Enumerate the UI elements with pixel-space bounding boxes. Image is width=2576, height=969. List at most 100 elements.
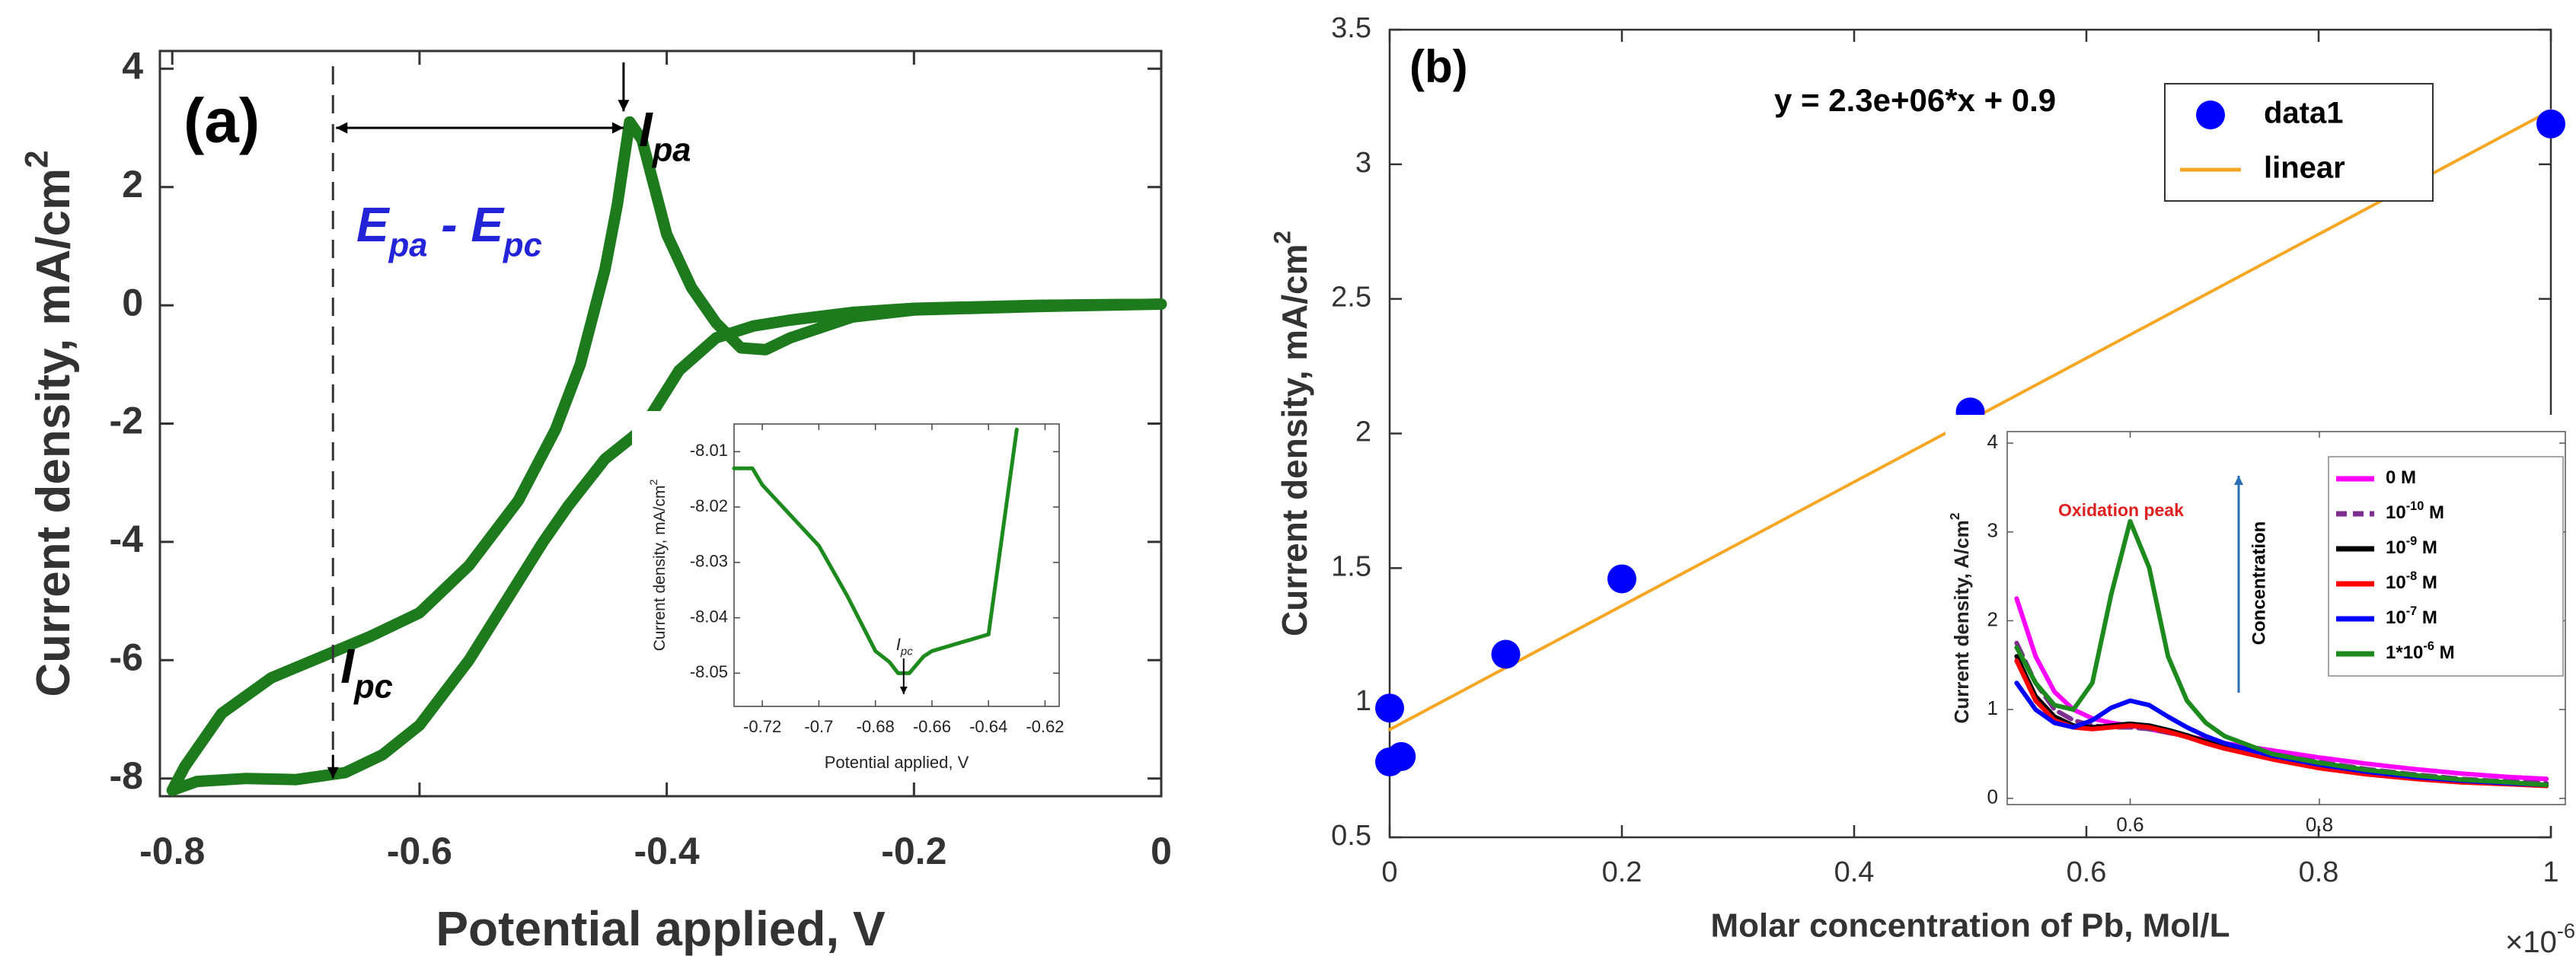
legend-label-part: M bbox=[2417, 607, 2437, 628]
data-point bbox=[1375, 693, 1404, 723]
y-tick-label: -4 bbox=[110, 518, 144, 560]
x-tick-label: -0.62 bbox=[1026, 717, 1064, 736]
x-tick-label: -0.72 bbox=[743, 717, 781, 736]
legend-label-part: -9 bbox=[2406, 534, 2418, 548]
cathodic-peak-label-part: I bbox=[340, 639, 355, 693]
inset-y-axis-label: Current density, mA/cm2 bbox=[648, 480, 669, 652]
x-tick-label: -0.2 bbox=[881, 830, 946, 872]
x-tick-label: -0.7 bbox=[804, 717, 833, 736]
x-tick-label: 0.8 bbox=[2299, 856, 2339, 888]
y-tick-label: -8.04 bbox=[690, 607, 728, 626]
y-tick-label: 3 bbox=[1355, 147, 1371, 179]
y-tick-label: -6 bbox=[110, 636, 143, 678]
plot-area bbox=[733, 423, 1060, 707]
legend-label-part: -7 bbox=[2406, 604, 2418, 618]
y-tick-label: 3.5 bbox=[1331, 12, 1371, 44]
inset-y-axis-label-part: 2 bbox=[648, 480, 660, 486]
inset-cathodic-label-part: pc bbox=[900, 645, 913, 658]
arrow-label: Concentration bbox=[2249, 521, 2269, 645]
x-tick-label: -0.68 bbox=[857, 717, 895, 736]
x-tick-label: 0.6 bbox=[2116, 813, 2143, 836]
legend-label: data1 bbox=[2264, 97, 2344, 130]
x-tick-label: 0 bbox=[1151, 830, 1172, 872]
y-axis-label-part: 2 bbox=[1269, 231, 1296, 244]
y-axis-label-part: 2 bbox=[19, 150, 55, 167]
y-tick-label: 4 bbox=[1987, 430, 1998, 453]
y-tick-label: -8.02 bbox=[690, 496, 728, 515]
x-tick-label: 0.6 bbox=[2067, 856, 2107, 888]
inset-y-axis-label-part: Current density, A/cm bbox=[1950, 520, 1973, 723]
legend-label-part: 0 M bbox=[2386, 467, 2416, 488]
x-tick-label: 0.8 bbox=[2306, 813, 2333, 836]
y-tick-label: 0 bbox=[1987, 786, 1998, 808]
legend-label: linear bbox=[2264, 151, 2345, 185]
x-tick-label: -0.4 bbox=[634, 830, 700, 872]
y-tick-label: 0 bbox=[122, 281, 143, 324]
panel-label: (a) bbox=[184, 87, 260, 156]
y-tick-label: 0.5 bbox=[1331, 820, 1371, 852]
annotation: Oxidation peak bbox=[2058, 500, 2184, 520]
y-axis-label: Current density, mA/cm2 bbox=[1269, 231, 1314, 636]
legend-marker bbox=[2196, 100, 2225, 129]
cathodic-peak-label: Ipc bbox=[340, 639, 393, 705]
y-tick-label: -8.03 bbox=[690, 552, 728, 571]
x-axis-label: Potential applied, V bbox=[436, 901, 886, 956]
legend-label-part: -6 bbox=[2423, 639, 2434, 653]
y-axis-label-part: Current density, mA/cm bbox=[27, 168, 80, 697]
legend-box bbox=[2328, 456, 2564, 677]
inset-cathodic-label-part: I bbox=[896, 635, 901, 654]
peak-separation-label-part: E bbox=[356, 197, 391, 252]
x-axis-label: Molar concentration of Pb, Mol/L bbox=[1711, 907, 2230, 945]
x-tick-label: 0.2 bbox=[1602, 856, 1642, 888]
y-tick-label: 1.5 bbox=[1331, 550, 1371, 582]
peak-separation-label-part: pa bbox=[388, 227, 428, 263]
legend-label-part: 10 bbox=[2386, 502, 2406, 523]
legend-label-part: M bbox=[2434, 642, 2455, 663]
y-tick-label: 3 bbox=[1987, 519, 1998, 542]
y-tick-label: -8.05 bbox=[690, 662, 728, 681]
legend-label-part: 10 bbox=[2386, 607, 2406, 628]
data-point bbox=[1491, 639, 1521, 669]
x-tick-label: 1 bbox=[2542, 856, 2558, 888]
peak-separation-label-part: pc bbox=[503, 227, 542, 263]
anodic-peak-label-part: pa bbox=[652, 132, 691, 168]
y-tick-label: 2.5 bbox=[1331, 282, 1371, 314]
series-line bbox=[732, 427, 1019, 675]
legend-label-part: M bbox=[2417, 572, 2437, 593]
panel-label: (b) bbox=[1409, 41, 1468, 92]
y-tick-label: -8.01 bbox=[690, 441, 728, 460]
legend-label: 10-9 M bbox=[2386, 534, 2437, 558]
legend-label: 0 M bbox=[2386, 467, 2416, 488]
inset-y-axis-label-part: Current density, mA/cm bbox=[651, 486, 669, 652]
legend-label: 1*10-6 M bbox=[2386, 639, 2455, 663]
legend-label: 10-7 M bbox=[2386, 604, 2437, 628]
anodic-peak-label-part: I bbox=[639, 102, 653, 157]
peak-separation-label: Epa - Epc bbox=[356, 197, 542, 263]
peak-separation-label-part: - E bbox=[427, 197, 505, 252]
x-tick-label: -0.6 bbox=[387, 830, 452, 872]
x-tick-label: 0 bbox=[1381, 856, 1397, 888]
y-tick-label: 1 bbox=[1987, 696, 1998, 719]
y-tick-label: 4 bbox=[122, 45, 143, 88]
legend-label: 10-8 M bbox=[2386, 569, 2437, 593]
inset-x-axis-label: Potential applied, V bbox=[825, 753, 969, 772]
anodic-peak-label: Ipa bbox=[639, 102, 691, 168]
series-line bbox=[166, 116, 1167, 796]
inset-y-axis-label: Current density, A/cm2 bbox=[1947, 512, 1973, 723]
inset-y-axis-label-part: 2 bbox=[1947, 512, 1962, 520]
data-point bbox=[1387, 741, 1416, 771]
legend-label: 10-10 M bbox=[2386, 499, 2444, 523]
x-tick-label: -0.8 bbox=[139, 830, 205, 872]
legend-label-part: 10 bbox=[2386, 572, 2406, 593]
legend-label-part: -10 bbox=[2406, 499, 2424, 513]
cathodic-peak-label-part: pc bbox=[353, 668, 393, 705]
legend-label-part: 10 bbox=[2386, 537, 2406, 558]
y-axis-label: Current density, mA/cm2 bbox=[19, 150, 81, 696]
data-point bbox=[1607, 564, 1636, 594]
series-line bbox=[2014, 518, 2549, 788]
x-tick-label: -0.64 bbox=[969, 717, 1007, 736]
x-axis-multiplier-part: -6 bbox=[2557, 919, 2575, 942]
inset-cathodic-label: Ipc bbox=[896, 635, 913, 658]
y-tick-label: 2 bbox=[1355, 416, 1371, 448]
